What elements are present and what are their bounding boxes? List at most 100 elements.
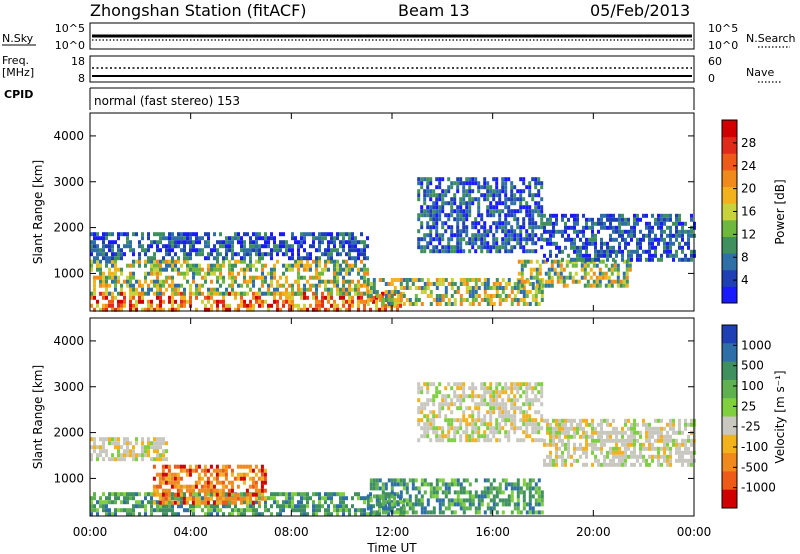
data-cell <box>453 282 457 286</box>
data-cell <box>528 209 532 214</box>
data-cell <box>171 291 174 296</box>
data-cell <box>426 193 430 198</box>
data-cell <box>192 263 195 268</box>
data-cell <box>456 221 460 226</box>
data-cell <box>231 271 234 276</box>
data-cell <box>609 430 612 435</box>
data-cell <box>532 275 536 280</box>
data-cell <box>625 271 629 276</box>
data-cell <box>657 217 660 222</box>
data-cell <box>438 249 442 254</box>
data-cell <box>456 213 460 218</box>
data-cell <box>221 484 225 489</box>
data-cell <box>216 279 219 284</box>
data-cell <box>135 504 138 509</box>
data-cell <box>164 472 168 477</box>
data-cell <box>507 229 511 234</box>
data-cell <box>534 294 538 298</box>
data-cell <box>330 259 333 264</box>
data-cell <box>519 209 523 214</box>
data-cell <box>462 498 466 503</box>
time-xlabel: Time UT <box>366 541 417 554</box>
data-cell <box>348 256 351 261</box>
data-cell <box>621 257 624 262</box>
data-cell <box>465 506 469 511</box>
data-cell <box>162 267 165 272</box>
data-cell <box>248 476 252 481</box>
data-cell <box>591 418 594 423</box>
data-cell <box>573 430 576 435</box>
data-cell <box>672 253 675 258</box>
data-cell <box>435 205 439 210</box>
data-cell <box>230 488 234 493</box>
data-cell <box>333 259 336 264</box>
data-cell <box>486 286 490 290</box>
data-cell <box>429 177 433 182</box>
data-cell <box>162 291 165 296</box>
data-cell <box>153 279 156 284</box>
data-cell <box>174 259 177 264</box>
data-cell <box>342 275 345 280</box>
data-cell <box>540 286 544 290</box>
data-cell <box>489 490 493 495</box>
data-cell <box>534 233 538 238</box>
data-cell <box>141 445 144 450</box>
data-cell <box>159 445 162 450</box>
colorbar-tick-label: -25 <box>741 420 761 434</box>
colorbar-tick-label: 500 <box>741 359 764 373</box>
data-cell <box>285 240 288 245</box>
data-cell <box>90 508 93 513</box>
data-cell <box>601 259 605 264</box>
data-cell <box>324 248 327 253</box>
data-cell <box>429 197 433 202</box>
data-cell <box>180 232 183 237</box>
data-cell <box>489 386 493 391</box>
data-cell <box>447 438 451 443</box>
data-cell <box>663 426 666 431</box>
data-cell <box>519 298 523 302</box>
data-cell <box>297 303 300 308</box>
data-cell <box>654 438 657 443</box>
colorbar-swatch <box>722 286 737 304</box>
data-cell <box>381 298 385 302</box>
data-cell <box>684 450 687 455</box>
data-cell <box>546 422 549 427</box>
data-cell <box>549 213 552 218</box>
data-cell <box>471 502 475 507</box>
data-cell <box>678 418 681 423</box>
data-cell <box>642 442 645 447</box>
data-cell <box>183 299 186 304</box>
data-cell <box>669 217 672 222</box>
data-cell <box>99 248 102 253</box>
data-cell <box>498 414 502 419</box>
data-cell <box>153 240 156 245</box>
data-cell <box>156 457 159 462</box>
data-cell <box>213 299 216 304</box>
data-cell <box>600 446 603 451</box>
data-cell <box>233 496 237 501</box>
data-cell <box>228 236 231 241</box>
data-cell <box>195 263 198 268</box>
data-cell <box>309 287 312 292</box>
data-cell <box>657 213 660 218</box>
data-cell <box>156 437 159 442</box>
data-cell <box>456 217 460 222</box>
data-cell <box>495 290 499 294</box>
data-cell <box>441 430 445 435</box>
colorbar-tick-label: -1000 <box>741 481 776 495</box>
data-cell <box>384 486 388 491</box>
data-cell <box>669 422 672 427</box>
data-cell <box>432 382 436 387</box>
data-cell <box>598 259 602 264</box>
data-cell <box>474 197 478 202</box>
data-cell <box>294 508 297 513</box>
data-cell <box>474 290 478 294</box>
data-cell <box>531 390 535 395</box>
data-cell <box>520 267 524 272</box>
data-cell <box>342 500 345 505</box>
data-cell <box>375 494 379 499</box>
data-cell <box>171 256 174 261</box>
data-cell <box>456 498 460 503</box>
data-cell <box>552 221 555 226</box>
data-cell <box>462 185 466 190</box>
